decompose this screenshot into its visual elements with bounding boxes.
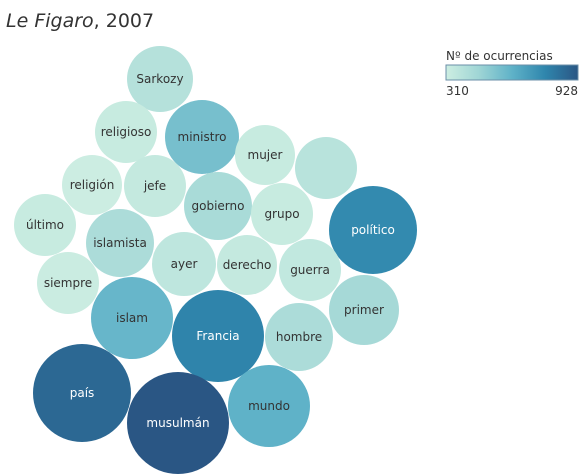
bubble-label-mujer: mujer (248, 148, 283, 162)
bubble-francia[interactable] (172, 290, 264, 382)
bubble-label-religioso: religioso (101, 125, 152, 139)
bubble-label-guerra: guerra (290, 263, 330, 277)
bubble-label-primer: primer (344, 303, 384, 317)
chart-title-italic: Le Figaro (6, 10, 94, 32)
bubble-gobierno[interactable] (184, 172, 252, 240)
bubble-label-grupo: grupo (264, 207, 299, 221)
bubble-ayer[interactable] (152, 232, 216, 296)
bubble-label-gobierno: gobierno (192, 199, 245, 213)
bubble-label-islamista: islamista (93, 236, 147, 250)
chart-title: Le Figaro, 2007 (6, 10, 154, 32)
bubble-label-siempre: siempre (44, 276, 92, 290)
bubble-label-pais: país (70, 386, 95, 400)
bubble-label-hombre: hombre (276, 330, 322, 344)
bubble-primer[interactable] (329, 275, 399, 345)
bubble-unlabeled[interactable] (295, 137, 357, 199)
legend-max-label: 928 (555, 84, 578, 98)
bubble-label-francia: Francia (196, 329, 239, 343)
bubble-jefe[interactable] (124, 155, 186, 217)
color-legend: Nº de ocurrencias 310 928 (445, 49, 579, 98)
bubble-mujer[interactable] (235, 125, 295, 185)
bubble-sarkozy[interactable] (127, 46, 193, 112)
bubble-label-mundo: mundo (248, 399, 290, 413)
bubble-religioso[interactable] (95, 101, 157, 163)
bubble-religion[interactable] (62, 155, 122, 215)
bubble-label-ayer: ayer (171, 257, 198, 271)
bubbles-group: Sarkozy religioso ministro mujer religión jef… (14, 46, 417, 474)
bubble-label-islam: islam (116, 311, 148, 325)
bubble-label-religion: religión (70, 178, 115, 192)
bubble-ultimo[interactable] (14, 194, 76, 256)
bubble-label-politico: político (351, 223, 395, 237)
bubble-label-musulman: musulmán (146, 416, 209, 430)
legend-min-label: 310 (446, 84, 469, 98)
bubble-islam[interactable] (91, 277, 173, 359)
bubble-label-derecho: derecho (223, 258, 272, 272)
legend-title: Nº de ocurrencias (446, 49, 553, 63)
bubble-ministro[interactable] (165, 100, 239, 174)
bubble-pais[interactable] (33, 344, 131, 442)
bubble-mundo[interactable] (228, 365, 310, 447)
bubble-label-jefe: jefe (143, 179, 166, 193)
bubble-siempre[interactable] (37, 252, 99, 314)
chart-title-rest: , 2007 (94, 10, 154, 32)
bubble-label-ultimo: último (26, 218, 64, 232)
bubble-musulman[interactable] (127, 372, 229, 474)
bubble-label-sarkozy: Sarkozy (136, 72, 183, 86)
bubble-islamista[interactable] (86, 209, 154, 277)
bubble-guerra[interactable] (279, 239, 341, 301)
legend-color-ramp (445, 64, 579, 81)
bubble-derecho[interactable] (217, 235, 277, 295)
bubble-label-ministro: ministro (178, 130, 227, 144)
bubble-hombre[interactable] (265, 303, 333, 371)
bubble-grupo[interactable] (251, 183, 313, 245)
bubble-politico[interactable] (329, 186, 417, 274)
